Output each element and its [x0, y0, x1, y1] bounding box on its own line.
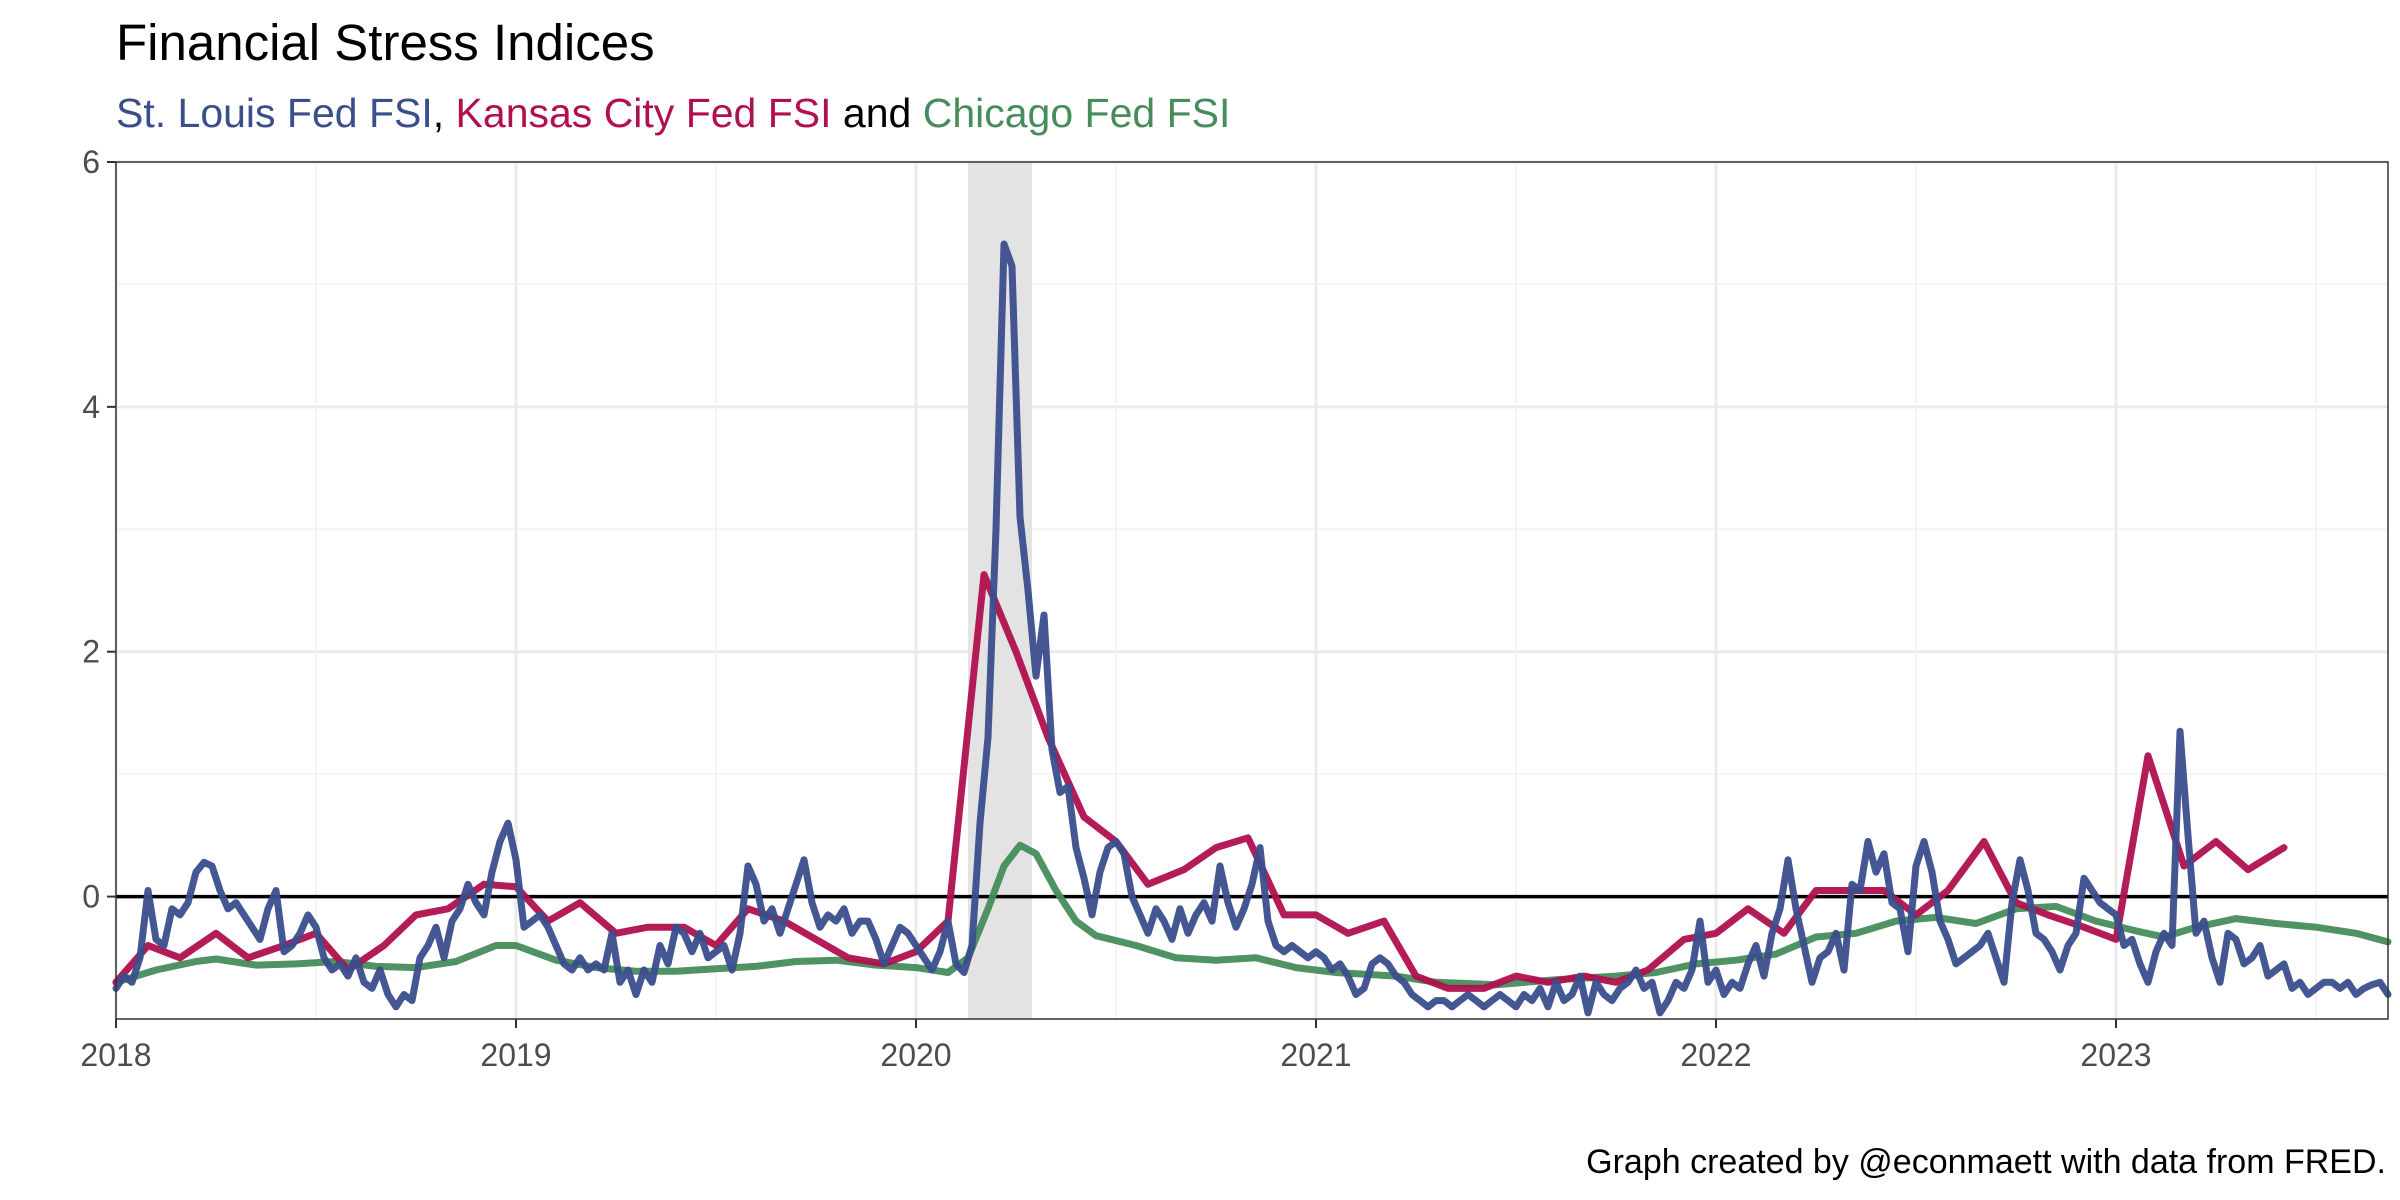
chart-subtitle: St. Louis Fed FSI, Kansas City Fed FSI a…: [116, 90, 1230, 136]
x-tick-label: 2023: [2080, 1037, 2151, 1073]
chart-caption: Graph created by @econmaett with data fr…: [1586, 1143, 2386, 1181]
panel-border: [115, 161, 2389, 1020]
series-line-kansas-city: [112, 571, 2288, 992]
plot-area: [112, 160, 2392, 1020]
y-tick-label: 2: [82, 634, 100, 670]
x-tick-label: 2021: [1280, 1037, 1351, 1073]
x-tick-label: 2019: [480, 1037, 551, 1073]
y-tick-label: 4: [82, 389, 100, 425]
x-tick-label: 2020: [880, 1037, 951, 1073]
x-tick-label: 2022: [1680, 1037, 1751, 1073]
subtitle-chicago: Chicago Fed FSI: [923, 90, 1231, 136]
x-tick-label: 2018: [80, 1037, 151, 1073]
series-line-st-louis: [112, 240, 2392, 1017]
subtitle-separator-and: and: [832, 90, 923, 136]
y-tick-label: 0: [82, 879, 100, 915]
series-lines: [112, 240, 2392, 1017]
subtitle-kansas-city: Kansas City Fed FSI: [456, 90, 832, 136]
axes: 0 2 4 6 2018 2019 2020 2021 2022 2023: [80, 144, 2151, 1073]
subtitle-separator-comma: ,: [433, 90, 456, 136]
chart-title: Financial Stress Indices: [116, 14, 655, 71]
subtitle-st-louis: St. Louis Fed FSI: [116, 90, 433, 136]
y-tick-label: 6: [82, 144, 100, 180]
